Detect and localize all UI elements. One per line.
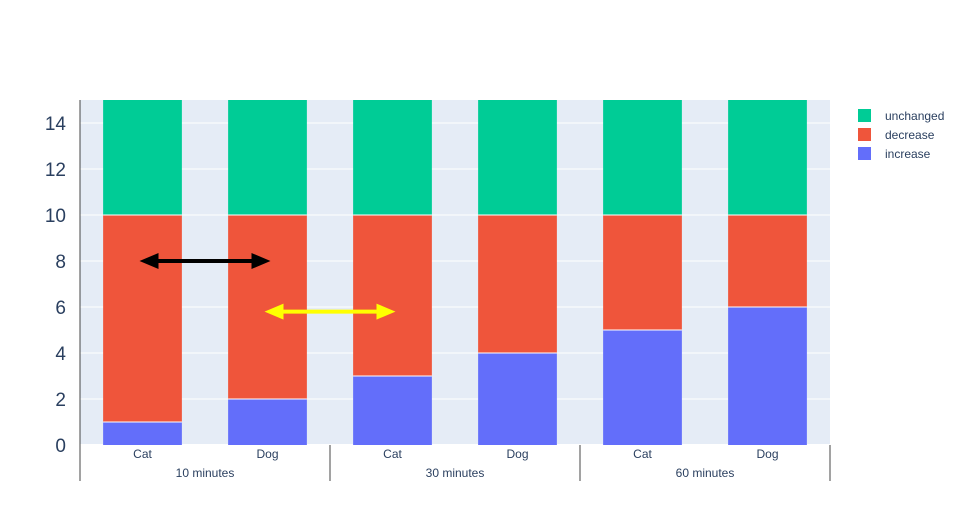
bar-increase: [603, 330, 682, 445]
legend-swatch: [858, 128, 871, 141]
x-tick-label: Dog: [256, 447, 278, 461]
annotation-arrow-head: [139, 253, 159, 269]
x-axis: Cat Dog Cat Dog Cat Dog 10 minutes 30 minutes 60…: [79, 100, 831, 481]
legend-swatch: [858, 147, 871, 160]
bar-increase: [353, 376, 432, 445]
legend-item[interactable]: decrease: [858, 125, 944, 144]
bar-increase: [228, 399, 307, 445]
y-tick-label: 4: [55, 344, 66, 365]
bar-unchanged: [228, 100, 307, 215]
bars: [103, 100, 807, 445]
bar-increase: [728, 307, 807, 445]
bar-decrease: [103, 215, 182, 422]
bar-decrease: [478, 215, 557, 353]
y-tick-label: 10: [45, 206, 66, 227]
annotation-arrow-head: [376, 303, 396, 320]
bar-decrease: [603, 215, 682, 330]
x-tick-label: Dog: [506, 447, 528, 461]
annotation-arrow-head: [264, 303, 284, 320]
annotations: [139, 253, 396, 320]
x-group-label: 60 minutes: [676, 466, 735, 480]
bar-decrease: [728, 215, 807, 307]
x-tick-label: Dog: [756, 447, 778, 461]
y-tick-label: 2: [55, 390, 66, 411]
y-tick-label: 6: [55, 298, 66, 319]
legend-swatch: [858, 109, 871, 122]
legend-label: increase: [885, 146, 931, 161]
bar-unchanged: [353, 100, 432, 215]
bar-increase: [103, 422, 182, 445]
legend: unchanged decrease increase: [858, 106, 944, 163]
bar-decrease: [228, 215, 307, 399]
bar-unchanged: [728, 100, 807, 215]
legend-item[interactable]: increase: [858, 144, 944, 163]
legend-label: unchanged: [885, 108, 945, 123]
y-tick-label: 14: [45, 114, 67, 135]
x-group-label: 30 minutes: [426, 466, 485, 480]
x-group-label: 10 minutes: [176, 466, 235, 480]
y-tick-label: 0: [55, 436, 66, 457]
legend-label: decrease: [885, 127, 935, 142]
bar-unchanged: [603, 100, 682, 215]
bar-unchanged: [478, 100, 557, 215]
bar-increase: [478, 353, 557, 445]
x-tick-label: Cat: [133, 447, 152, 461]
annotation-arrow-head: [251, 253, 271, 269]
x-tick-label: Cat: [383, 447, 402, 461]
bar-decrease: [353, 215, 432, 376]
y-axis: 0 2 4 6 8 10 12 14: [45, 114, 67, 457]
bar-unchanged: [103, 100, 182, 215]
legend-item[interactable]: unchanged: [858, 106, 944, 125]
plot-background: [80, 100, 830, 445]
y-tick-label: 12: [45, 160, 66, 181]
y-tick-label: 8: [55, 252, 66, 273]
x-tick-label: Cat: [633, 447, 652, 461]
